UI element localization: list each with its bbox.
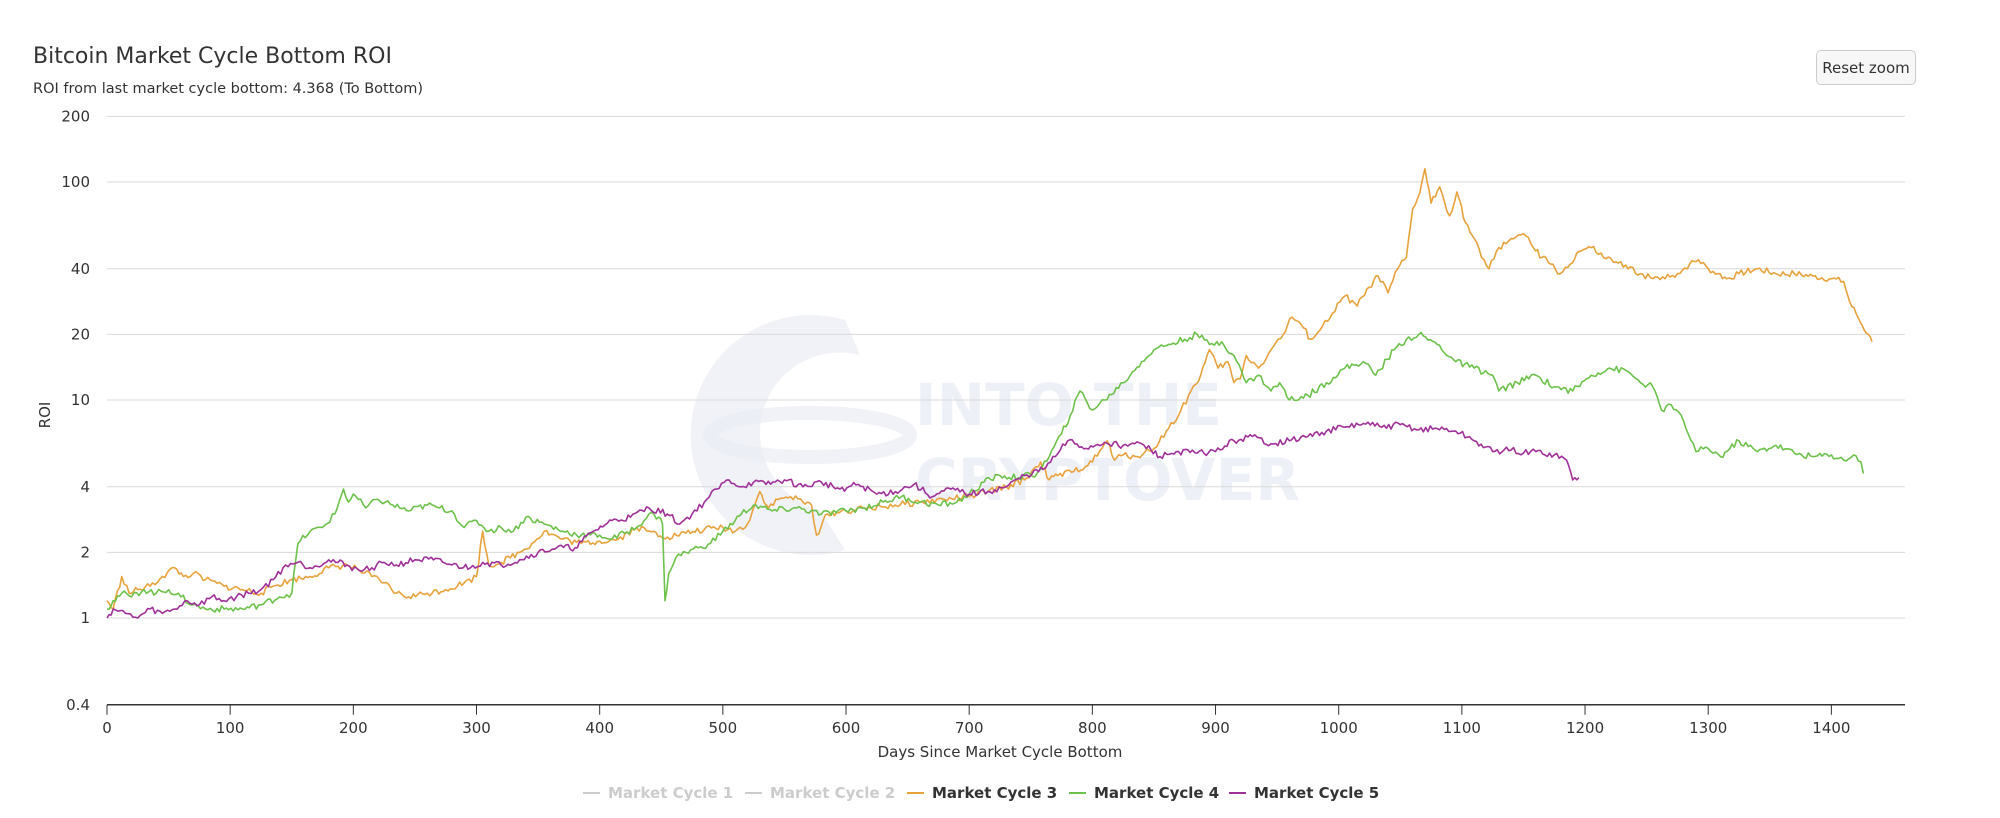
y-tick-label: 10 bbox=[71, 391, 90, 409]
x-tick-label: 1100 bbox=[1443, 719, 1481, 737]
y-axis-labels: 0.4 1 2 4 10 20 40 100 200 bbox=[61, 107, 90, 713]
x-tick-label: 1000 bbox=[1320, 719, 1358, 737]
x-tick-label: 400 bbox=[585, 719, 614, 737]
x-tick-label: 1200 bbox=[1566, 719, 1604, 737]
legend-swatch-icon bbox=[1229, 792, 1246, 794]
series-lines bbox=[106, 168, 1873, 619]
legend-label: Market Cycle 5 bbox=[1254, 784, 1380, 802]
legend-item-cycle-4[interactable]: Market Cycle 4 bbox=[1069, 784, 1219, 802]
legend-item-cycle-5[interactable]: Market Cycle 5 bbox=[1229, 784, 1379, 802]
legend-swatch-icon bbox=[745, 792, 762, 794]
y-tick-label: 100 bbox=[61, 173, 90, 191]
y-tick-label: 200 bbox=[61, 107, 90, 125]
y-tick-label: 4 bbox=[80, 478, 90, 496]
legend-item-cycle-2[interactable]: Market Cycle 2 bbox=[745, 784, 895, 802]
y-tick-label: 1 bbox=[80, 609, 90, 627]
legend-item-cycle-3[interactable]: Market Cycle 3 bbox=[907, 784, 1057, 802]
legend-label: Market Cycle 3 bbox=[932, 784, 1058, 802]
x-tick-label: 800 bbox=[1078, 719, 1107, 737]
y-axis-title: ROI bbox=[36, 402, 54, 429]
legend-label: Market Cycle 1 bbox=[608, 784, 734, 802]
y-tick-label: 40 bbox=[71, 260, 90, 278]
gridlines bbox=[107, 115, 1905, 619]
y-tick-label: 20 bbox=[71, 325, 90, 343]
legend-item-cycle-1[interactable]: Market Cycle 1 bbox=[583, 784, 733, 802]
chart-title: Bitcoin Market Cycle Bottom ROI bbox=[33, 44, 392, 69]
legend-label: Market Cycle 2 bbox=[770, 784, 896, 802]
legend-swatch-icon bbox=[583, 792, 600, 794]
series-line-market-cycle-5[interactable] bbox=[106, 421, 1580, 619]
reset-zoom-button[interactable]: Reset zoom bbox=[1816, 50, 1916, 85]
x-axis: 0 100 200 300 400 500 600 700 800 900 1000 1100 1200… bbox=[102, 704, 1905, 737]
chart-subtitle: ROI from last market cycle bottom: 4.368… bbox=[33, 81, 424, 97]
y-tick-label: 2 bbox=[80, 543, 90, 561]
x-tick-label: 600 bbox=[832, 719, 861, 737]
y-tick-label: 0.4 bbox=[66, 696, 90, 714]
legend-swatch-icon bbox=[907, 792, 924, 794]
x-tick-label: 300 bbox=[462, 719, 491, 737]
x-tick-label: 1300 bbox=[1689, 719, 1727, 737]
x-tick-label: 500 bbox=[709, 719, 738, 737]
x-tick-label: 0 bbox=[102, 719, 112, 737]
x-tick-label: 900 bbox=[1201, 719, 1230, 737]
chart-legend: Market Cycle 1 Market Cycle 2 Market Cyc… bbox=[0, 784, 2000, 808]
legend-label: Market Cycle 4 bbox=[1094, 784, 1220, 802]
series-line-market-cycle-4[interactable] bbox=[106, 331, 1865, 613]
series-line-market-cycle-3[interactable] bbox=[106, 168, 1873, 610]
x-tick-label: 1400 bbox=[1812, 719, 1850, 737]
x-tick-label: 200 bbox=[339, 719, 368, 737]
x-axis-title: Days Since Market Cycle Bottom bbox=[878, 743, 1123, 761]
legend-swatch-icon bbox=[1069, 792, 1086, 794]
x-tick-label: 700 bbox=[955, 719, 984, 737]
x-tick-label: 100 bbox=[216, 719, 245, 737]
